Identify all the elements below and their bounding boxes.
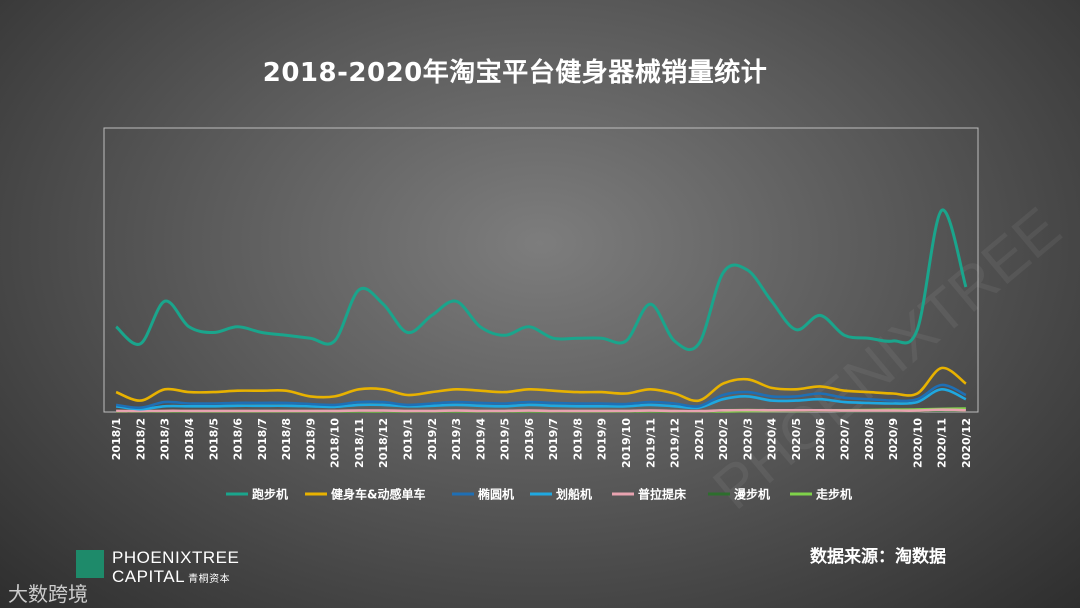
- x-tick-label: 2020/9: [887, 418, 900, 460]
- x-tick-label: 2019/3: [450, 418, 463, 460]
- x-tick-label: 2018/6: [232, 418, 245, 461]
- x-tick-label: 2018/5: [207, 418, 220, 460]
- series-layer: [115, 208, 968, 413]
- x-tick-labels: 2018/1 2018/2 2018/3 2018/4 2018/5 2018/6 2018…: [110, 418, 973, 468]
- x-tick-label: 2020/10: [911, 418, 924, 468]
- legend-label: 椭圆机: [478, 487, 514, 502]
- x-tick-label: 2020/6: [814, 418, 827, 461]
- legend-label: 划船机: [556, 487, 592, 502]
- x-tick-label: 2018/2: [134, 418, 147, 460]
- series-line-1: [115, 366, 967, 403]
- x-tick-label: 2020/3: [741, 418, 754, 460]
- x-tick-label: 2020/7: [838, 418, 851, 460]
- legend: 跑步机 健身车&动感单车 椭圆机 划船机 普拉提床 漫步机 走步机: [226, 487, 852, 502]
- legend-label: 走步机: [816, 487, 852, 502]
- logo-text-capital: CAPITAL: [112, 567, 186, 586]
- x-tick-label: 2020/12: [960, 418, 973, 468]
- x-tick-label: 2018/1: [110, 418, 123, 460]
- x-tick-label: 2019/7: [547, 418, 560, 460]
- x-tick-label: 2018/3: [159, 418, 172, 460]
- x-tick-label: 2019/11: [644, 418, 657, 468]
- x-tick-label: 2018/10: [329, 418, 342, 468]
- x-tick-label: 2020/1: [693, 418, 706, 460]
- x-tick-label: 2018/4: [183, 418, 196, 461]
- x-tick-label: 2019/5: [499, 418, 512, 460]
- legend-label: 跑步机: [252, 487, 288, 502]
- x-tick-label: 2020/2: [717, 418, 730, 460]
- legend-item-4: 普拉提床: [612, 487, 687, 502]
- x-tick-label: 2020/8: [863, 418, 876, 460]
- x-tick-label: 2020/4: [766, 418, 779, 461]
- legend-label: 漫步机: [734, 487, 770, 502]
- x-tick-label: 2020/5: [790, 418, 803, 460]
- x-tick-label: 2018/12: [377, 418, 390, 468]
- x-tick-label: 2020/11: [936, 418, 949, 468]
- x-tick-label: 2018/9: [304, 418, 317, 460]
- logo-text-line1: PHOENIXTREE: [112, 548, 240, 567]
- x-tick-label: 2019/12: [669, 418, 682, 468]
- x-tick-label: 2019/10: [620, 418, 633, 468]
- series-line-3: [115, 388, 967, 411]
- x-tick-label: 2018/11: [353, 418, 366, 468]
- legend-item-3: 划船机: [530, 487, 592, 502]
- legend-label: 普拉提床: [638, 487, 687, 502]
- x-tick-label: 2019/8: [571, 418, 584, 460]
- logo-text-cn: 青桐资本: [188, 574, 231, 585]
- x-tick-label: 2018/8: [280, 418, 293, 460]
- legend-item-2: 椭圆机: [452, 487, 514, 502]
- x-tick-label: 2018/7: [256, 418, 269, 460]
- plot-area-frame: [103, 127, 979, 413]
- chart-title: 2018-2020年淘宝平台健身器械销量统计: [262, 58, 768, 88]
- legend-label: 健身车&动感单车: [331, 487, 425, 502]
- x-tick-label: 2019/4: [474, 418, 487, 461]
- x-tick-label: 2019/9: [596, 418, 609, 460]
- x-tick-label: 2019/6: [523, 418, 536, 461]
- x-tick-label: 2019/2: [426, 418, 439, 460]
- logo-text-line2: CAPITAL 青桐资本: [112, 567, 230, 587]
- legend-item-0: 跑步机: [226, 487, 288, 502]
- legend-item-6: 走步机: [790, 487, 852, 502]
- logo-mark-icon: [76, 550, 104, 578]
- series-line-0: [115, 208, 968, 352]
- data-source-note: 数据来源：淘数据: [810, 547, 946, 567]
- series-line-2: [115, 383, 967, 410]
- legend-item-1: 健身车&动感单车: [305, 487, 425, 502]
- x-tick-label: 2019/1: [401, 418, 414, 460]
- watermark-bottom: 大数跨境: [8, 582, 88, 606]
- legend-item-5: 漫步机: [708, 487, 770, 502]
- series-line-4: [116, 408, 966, 413]
